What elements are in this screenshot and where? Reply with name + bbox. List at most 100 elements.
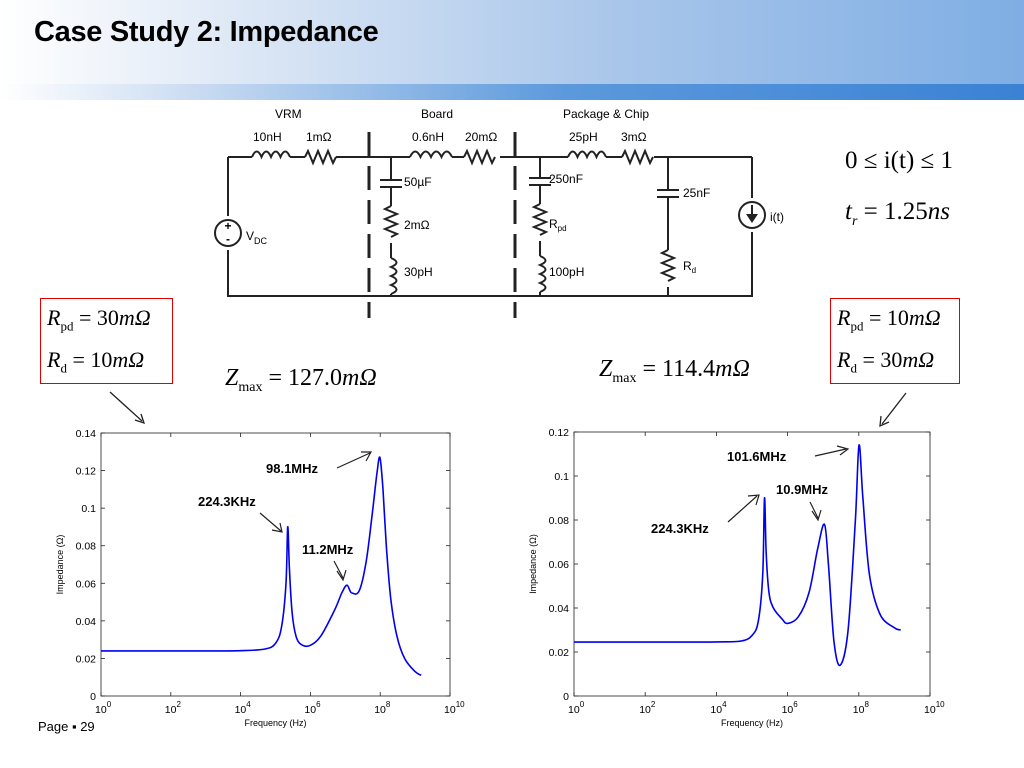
rise-time-value: = 1.25 [863,198,928,225]
rise-time-sub: r [851,214,858,229]
label-package-cap: 250nF [549,172,583,186]
label-board-inductance: 0.6nH [412,130,444,144]
x-tick-label: 102 [165,700,182,716]
left-zmax-equation: Zmax = 127.0mΩ [225,365,377,396]
left-rd-sub: d [60,360,67,376]
annotation-11mhz: 11.2MHz [302,542,354,557]
y-tick-label: 0.06 [549,559,570,571]
y-tick-label: 0.04 [76,616,97,628]
y-tick-label: 0.02 [76,653,97,665]
label-vrm-resistance: 1mΩ [306,130,332,144]
svg-text:-: - [226,232,230,246]
right-rd-sub: d [850,360,857,376]
right-rd-unit: mΩ [902,347,935,373]
label-rd: Rd [683,259,696,275]
left-rpd-unit: mΩ [118,305,151,330]
pointer-arrow-left [109,391,146,425]
section-label-vrm: VRM [275,107,302,121]
circuit-schematic [227,132,753,318]
slide-title: Case Study 2: Impedance [34,16,379,48]
annotation-101mhz: 101.6MHz [727,449,787,464]
page-number: Page ▪ 29 [38,719,95,734]
x-axis-label: Frequency (Hz) [244,718,306,728]
left-parameter-box: Rpd = 30mΩ Rd = 10mΩ [40,298,173,384]
impedance-chart-left: 100 102 104 106 108 1010 0 0.02 0.04 0.06 0.08 0.1 0… [55,428,465,728]
rise-time-var: t [845,198,852,225]
section-label-board: Board [421,107,453,121]
header-accent-bar [0,84,1024,100]
y-axis-label: Impedance (Ω) [528,534,538,594]
right-rd-value: = 30 [862,347,903,373]
x-tick-label: 104 [710,700,727,716]
y-tick-label: 0.12 [76,466,97,478]
section-label-package: Package & Chip [563,107,649,121]
y-tick-label: 0.14 [76,428,97,440]
label-board-cap-esl: 30pH [404,265,433,279]
impedance-series-line [574,444,901,667]
x-tick-label: 102 [639,700,656,716]
y-tick-label: 0.02 [549,647,570,659]
left-rpd-sub: pd [60,318,74,334]
x-tick-label: 1010 [444,700,465,716]
annotation-224khz-left: 224.3KHz [198,494,256,509]
rise-time-equation: tr = 1.25ns [845,198,950,230]
y-tick-label: 0.08 [76,541,97,553]
annotation-10mhz: 10.9MHz [776,482,829,497]
x-axis-label: Frequency (Hz) [721,718,783,728]
y-tick-label: 0.04 [549,603,570,615]
right-zmax-symbol: Z [599,356,613,382]
left-rd-value: = 10 [72,347,113,373]
annotation-98mhz: 98.1MHz [266,461,319,476]
x-tick-label: 106 [782,700,799,716]
circuit-labels: VRM Board Package & Chip 10nH 1mΩ 0.6nH … [246,107,784,279]
y-tick-label: 0.1 [81,503,96,515]
left-rd-line: Rd = 10mΩ [47,343,166,385]
y-tick-label: 0.06 [76,578,97,590]
right-rpd-unit: mΩ [908,305,941,330]
left-chart-annotations: 98.1MHz 224.3KHz 11.2MHz [198,451,373,582]
x-tick-label: 1010 [924,700,945,716]
svg-text:+: + [224,219,231,233]
left-rpd-value: = 30 [78,305,119,330]
right-rpd-symbol: R [837,305,851,330]
label-package-resistance: 3mΩ [621,130,647,144]
label-board-resistance: 20mΩ [465,130,497,144]
x-tick-label: 106 [304,700,321,716]
label-package-cap-esl: 100pH [549,265,584,279]
label-vdc: VDC [246,229,268,246]
right-rpd-line: Rpd = 10mΩ [837,301,953,343]
impedance-chart-right: 100 102 104 106 108 1010 0 0.02 0.04 0.06 0.08 0.1 0… [528,427,945,728]
x-tick-label: 100 [95,700,112,716]
left-zmax-symbol: Z [225,365,239,391]
y-tick-label: 0.08 [549,515,570,527]
right-rd-symbol: R [837,347,851,373]
right-rpd-value: = 10 [868,305,909,330]
right-chart-annotations: 101.6MHz 10.9MHz 224.3KHz [651,445,850,536]
x-tick-label: 108 [374,700,391,716]
left-rpd-symbol: R [47,305,61,330]
label-current-source: i(t) [770,210,784,224]
rise-time-unit: ns [927,198,950,225]
label-package-capacitance: 25pH [569,130,598,144]
right-parameter-box: Rpd = 10mΩ Rd = 30mΩ [830,298,960,384]
y-tick-label: 0 [563,691,569,703]
y-tick-label: 0 [90,691,96,703]
title-header-band [0,0,1024,84]
label-vrm-inductance: 10nH [253,130,282,144]
x-tick-label: 104 [235,700,252,716]
voltage-source-symbol: + - [214,216,242,250]
x-tick-label: 100 [568,700,585,716]
right-rpd-sub: pd [850,318,864,334]
impedance-series-line [101,456,422,677]
label-board-cap: 50µF [404,175,432,189]
left-zmax-sub: max [238,379,263,395]
label-rpd: Rpd [549,217,567,233]
label-chip-cap: 25nF [683,186,710,200]
current-range-equation: 0 ≤ i(t) ≤ 1 [845,147,953,174]
left-zmax-unit: mΩ [342,365,377,391]
left-rpd-line: Rpd = 30mΩ [47,301,166,343]
label-board-cap-esr: 2mΩ [404,218,430,232]
y-axis-label: Impedance (Ω) [55,535,65,595]
current-source-symbol [738,198,766,232]
